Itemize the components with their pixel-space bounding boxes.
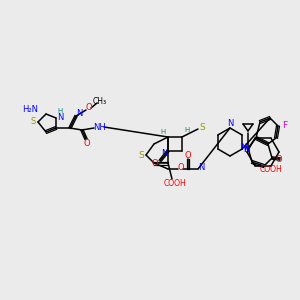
Text: N: N: [161, 148, 167, 158]
Text: N: N: [243, 145, 249, 154]
Text: COOH: COOH: [260, 164, 282, 173]
Text: H: H: [184, 127, 190, 133]
Text: H: H: [160, 129, 166, 135]
Text: N: N: [243, 145, 249, 154]
Text: NH: NH: [93, 122, 105, 131]
Text: N: N: [227, 119, 233, 128]
Text: N: N: [198, 164, 204, 172]
Text: N: N: [76, 110, 82, 118]
Text: S: S: [138, 151, 144, 160]
Text: F: F: [282, 121, 288, 130]
Text: O: O: [185, 151, 191, 160]
Text: S: S: [30, 118, 36, 127]
Text: S: S: [199, 122, 205, 131]
Text: CH₃: CH₃: [93, 97, 107, 106]
Text: COOH: COOH: [164, 178, 186, 188]
Text: O: O: [178, 164, 184, 172]
Text: O: O: [152, 160, 158, 169]
Text: N: N: [57, 113, 63, 122]
Text: O: O: [86, 103, 92, 112]
Text: O: O: [84, 139, 90, 148]
Text: H₂N: H₂N: [22, 106, 38, 115]
Text: N: N: [240, 142, 246, 152]
Text: H: H: [57, 108, 63, 114]
Text: O: O: [276, 154, 282, 164]
